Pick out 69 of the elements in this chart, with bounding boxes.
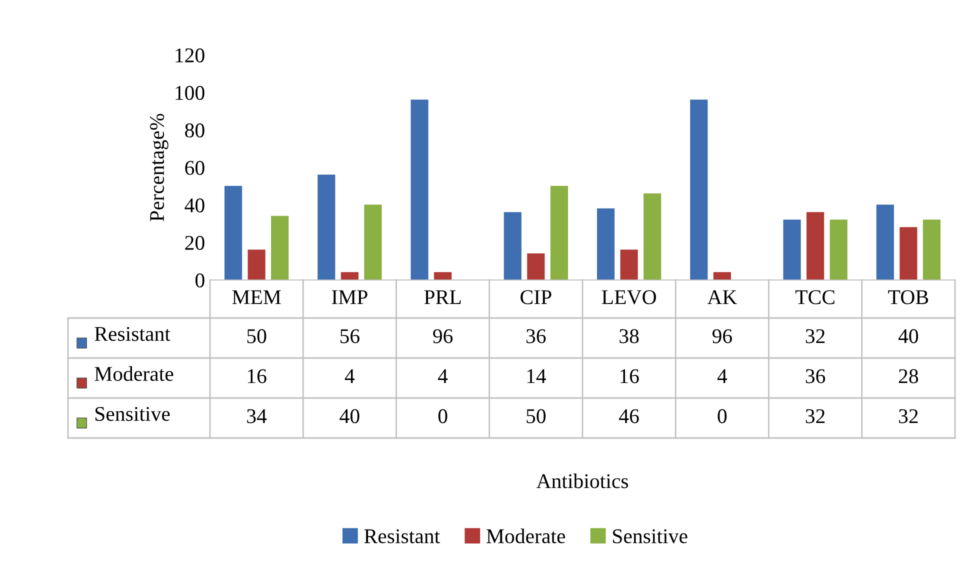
bar <box>900 227 918 280</box>
data-label: 4 <box>717 369 728 384</box>
legend-label: Sensitive <box>95 406 170 421</box>
data-label: 32 <box>806 409 825 424</box>
bar <box>248 250 266 280</box>
text: Resistant <box>364 529 440 544</box>
bar <box>806 212 824 280</box>
x-tick-label: IMP <box>332 290 368 304</box>
x-tick-label: MEM <box>232 290 281 304</box>
y-tick-label: 0 <box>196 273 204 288</box>
y-tick-label: 20 <box>185 236 204 250</box>
bar <box>434 272 452 280</box>
y-tick-label: 120 <box>176 48 204 62</box>
x-tick-label: TCC <box>795 290 834 304</box>
bar <box>224 186 242 280</box>
data-label: 96 <box>433 329 453 344</box>
bar <box>318 174 336 280</box>
bar <box>340 272 358 280</box>
x-tick-label: CIP <box>520 290 552 304</box>
data-label: 50 <box>526 409 546 424</box>
x-tick-label: AK <box>707 290 738 304</box>
bar <box>596 208 615 280</box>
data-label: 38 <box>620 329 639 344</box>
data-label: 40 <box>340 409 360 424</box>
legend-label: Moderate <box>94 366 174 381</box>
text: Moderate <box>486 528 566 544</box>
data-label: 16 <box>620 369 639 384</box>
bar <box>644 193 662 280</box>
x-tick-label: PRL <box>424 290 461 304</box>
data-label: 40 <box>898 329 918 344</box>
data-label: 4 <box>344 369 355 384</box>
bar <box>271 216 289 280</box>
text: Sensitive <box>613 529 688 544</box>
data-label: 0 <box>438 409 448 424</box>
data-label: 32 <box>899 409 918 424</box>
bar <box>364 204 382 280</box>
data-label: 32 <box>806 329 825 344</box>
y-tick-label: 40 <box>184 198 204 212</box>
bar <box>410 100 428 280</box>
bar <box>876 204 894 280</box>
bar <box>504 212 522 280</box>
x-tick-label: TOB <box>888 290 928 304</box>
bar <box>783 220 801 280</box>
y-axis-title: Percentage% <box>150 114 168 222</box>
y-tick-label: 80 <box>185 123 204 138</box>
bar <box>713 272 731 280</box>
bar <box>922 220 941 280</box>
data-label: 34 <box>247 409 267 424</box>
bar <box>620 250 638 280</box>
data-label: 56 <box>340 329 360 344</box>
data-label: 46 <box>619 409 639 424</box>
data-label: 14 <box>527 369 546 384</box>
y-tick-label: 60 <box>185 160 204 175</box>
bar <box>527 253 545 280</box>
data-label: 96 <box>712 329 732 344</box>
data-label: 4 <box>438 369 448 384</box>
bar <box>690 100 708 280</box>
bar <box>830 220 848 280</box>
y-tick-label: 100 <box>176 86 204 100</box>
data-label: 50 <box>247 329 266 344</box>
data-label: 28 <box>898 369 918 384</box>
data-label: 0 <box>718 409 727 424</box>
bar <box>550 186 568 280</box>
legend-label: Resistant <box>94 326 170 341</box>
x-tick-label: LEVO <box>602 290 656 304</box>
text: Antibiotics <box>536 474 628 488</box>
data-label: 36 <box>526 329 546 344</box>
data-label: 36 <box>806 369 826 384</box>
data-label: 16 <box>248 369 266 384</box>
